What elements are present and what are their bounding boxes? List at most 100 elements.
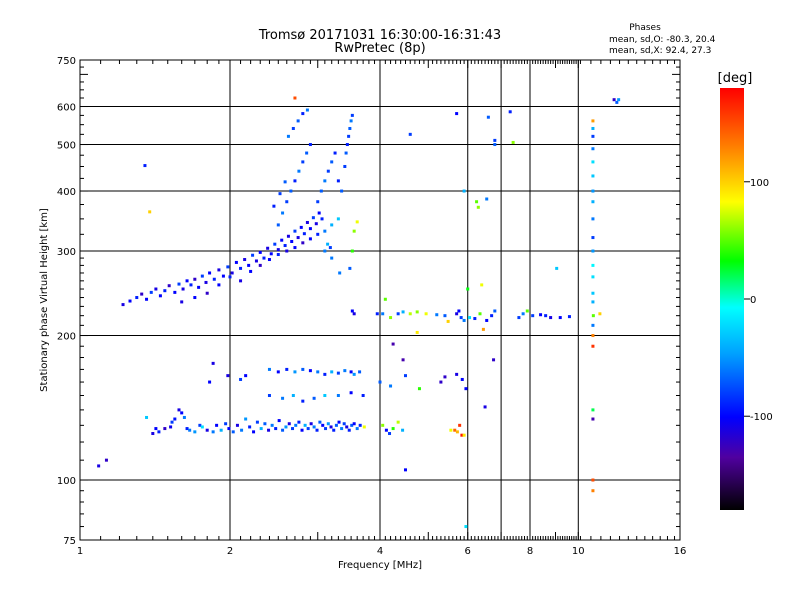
data-point [299,225,303,229]
data-point [591,249,595,253]
data-point [350,249,354,253]
data-point [308,227,312,231]
data-point [343,369,347,373]
scatter-points [97,96,621,529]
data-point [293,246,297,250]
data-point [345,143,349,147]
data-point [446,319,450,323]
data-point [460,377,464,381]
data-point [189,283,193,287]
data-point [267,367,271,371]
data-point [475,200,479,204]
data-point [417,387,421,391]
data-point [349,119,353,123]
data-point [383,297,387,301]
data-point [333,151,337,155]
data-point [348,126,352,130]
data-point [493,143,497,147]
data-point [297,420,301,424]
data-point [319,189,323,193]
data-point [330,223,334,227]
data-point [352,372,356,376]
data-point [591,160,595,164]
data-point [287,422,291,426]
y-axis-label: Stationary phase Virtual Height [km] [39,208,50,392]
data-point [291,427,295,431]
data-point [615,100,619,104]
x-tick-label: 8 [527,546,533,557]
data-point [453,428,457,432]
data-point [340,427,344,431]
data-point [344,151,348,155]
data-point [290,240,294,244]
data-point [358,423,362,427]
data-point [235,423,239,427]
data-point [300,428,304,432]
data-point [267,258,271,262]
data-point [396,420,400,424]
chart-title: Tromsø 20171031 16:30:00-16:31:43 [258,28,501,43]
data-point [591,489,595,493]
data-point [240,428,244,432]
data-point [476,205,480,209]
y-tick-label: 750 [57,56,76,67]
colorbar-unit: [deg] [718,71,753,86]
data-point [281,396,285,400]
data-point [347,428,351,432]
data-point [336,371,340,375]
data-point [336,394,340,398]
data-point [401,358,405,362]
data-point [389,384,393,388]
y-tick-label: 600 [57,103,76,114]
data-point [457,309,461,313]
data-point [151,432,155,436]
data-point [135,296,139,300]
data-point [485,197,489,201]
data-point [239,377,243,381]
data-point [591,323,595,327]
data-point [286,134,290,138]
data-point [228,275,232,279]
data-point [276,223,280,227]
data-point [326,242,330,246]
data-point [591,478,595,482]
data-point [462,189,466,193]
data-point [508,110,512,114]
data-point [248,425,252,429]
data-point [197,285,201,289]
data-point [281,428,285,432]
data-point [104,458,108,462]
data-point [358,370,362,374]
data-point [320,217,324,221]
data-point [464,525,468,529]
data-point [617,98,621,102]
data-point [349,370,353,374]
data-point [284,425,288,429]
data-point [177,408,181,412]
data-point [352,229,356,233]
data-point [328,246,332,250]
phases-heading: Phases [629,23,661,33]
x-tick-labels: 1 2 4 6 8 10 16 [77,546,687,557]
phase-o-stats: mean, sd,O: -80.3, 20.4 [609,35,716,45]
data-point [549,316,553,320]
data-point [97,464,101,468]
data-point [458,423,462,427]
data-point [591,275,595,279]
data-point [163,427,167,431]
data-point [391,427,395,431]
data-point [244,374,248,378]
data-point [384,428,388,432]
data-point [403,468,407,472]
y-tick-labels: 75 100 200 300 400 500 600 750 [57,56,76,547]
data-point [389,316,393,320]
data-point [455,112,459,116]
colorbar-tick-label: 0 [750,295,756,306]
y-tick-label: 100 [57,476,76,487]
phase-x-stats: mean, sd,X: 92.4, 27.3 [609,46,711,56]
data-point [480,283,484,287]
data-point [154,287,158,291]
data-point [460,433,464,437]
data-point [323,229,327,233]
data-point [173,417,177,421]
